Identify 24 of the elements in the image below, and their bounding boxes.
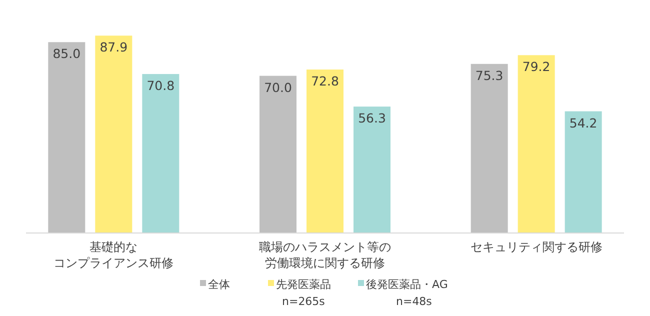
data-label: 87.9 [100, 40, 128, 55]
bar [260, 76, 296, 233]
bar [48, 42, 86, 233]
data-label: 70.0 [264, 80, 292, 95]
x-tick-label: セキュリティ関する研修 [470, 240, 602, 254]
legend-label: 先発医薬品 n=265s [276, 278, 331, 308]
legend-label: 後発医薬品・AG n=48s [366, 278, 448, 308]
data-label: 56.3 [358, 110, 386, 126]
bar [142, 74, 180, 233]
data-label: 79.2 [522, 59, 550, 74]
data-label: 85.0 [52, 46, 81, 62]
data-label: 75.3 [475, 68, 504, 83]
x-tick-label: 職場のハラスメント等の労働環境に関する研修 [259, 240, 391, 270]
data-label: 54.2 [569, 115, 598, 130]
bar [306, 70, 344, 233]
bar [564, 111, 602, 233]
legend-label: 全体 [208, 278, 230, 291]
data-label: 72.8 [311, 74, 339, 89]
x-tick-label: 基礎的なコンプライアンス研修 [54, 240, 174, 270]
data-label: 70.8 [146, 78, 175, 94]
bar [354, 106, 390, 233]
bar [95, 36, 132, 233]
bar [470, 64, 508, 233]
bar [518, 55, 555, 233]
